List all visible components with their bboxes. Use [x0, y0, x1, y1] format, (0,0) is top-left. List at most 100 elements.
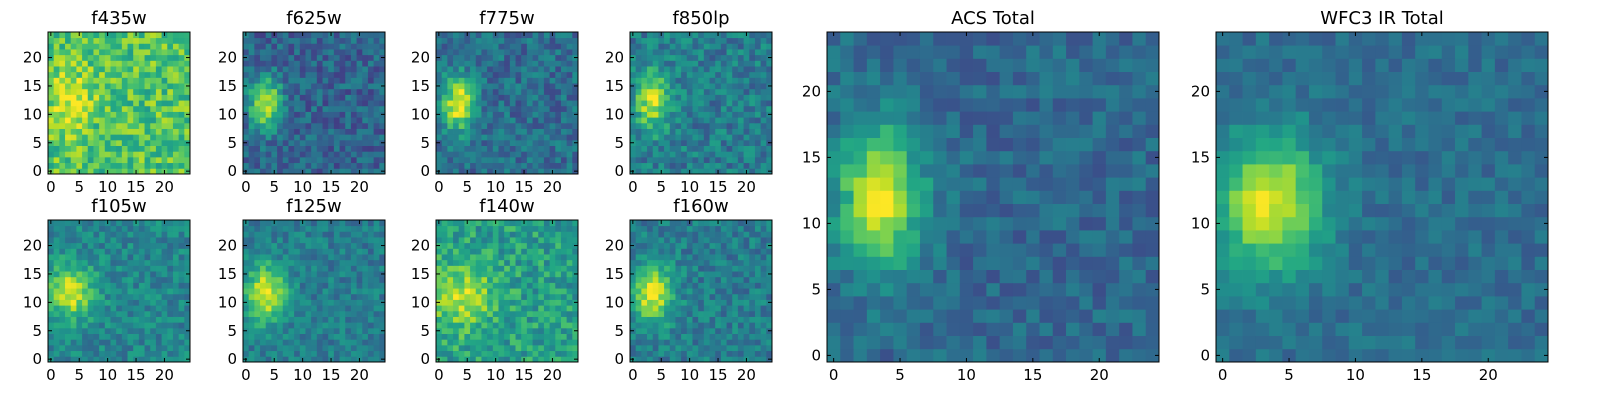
heatmap-cell — [127, 242, 134, 249]
heatmap-cell — [172, 139, 180, 146]
heatmap-cell — [669, 37, 676, 44]
heatmap-cell — [87, 117, 94, 124]
x-tick-label: 20 — [350, 178, 369, 196]
heatmap-cell — [720, 60, 727, 67]
heatmap-cell — [720, 77, 727, 84]
heatmap-cell — [133, 105, 140, 112]
heatmap-cell — [367, 254, 375, 261]
heatmap-cell — [675, 350, 682, 357]
heatmap-cell — [70, 66, 77, 73]
heatmap-cell — [549, 237, 556, 244]
heatmap-cell — [754, 100, 762, 107]
heatmap-cell — [316, 310, 323, 317]
heatmap-cell — [515, 139, 522, 146]
heatmap-cell — [373, 231, 380, 238]
heatmap-cell — [254, 350, 261, 357]
heatmap-cell — [470, 162, 477, 169]
heatmap-cell — [498, 316, 505, 323]
heatmap-cell — [543, 43, 550, 50]
heatmap-cell — [104, 83, 111, 90]
heatmap-cell — [260, 305, 267, 312]
heatmap-cell — [447, 111, 454, 118]
heatmap-cell — [555, 293, 562, 300]
heatmap-cell — [726, 83, 733, 90]
heatmap-cell — [184, 117, 191, 124]
heatmap-cell — [127, 305, 134, 312]
heatmap-cell — [121, 242, 128, 249]
heatmap-cell — [572, 339, 579, 346]
heatmap-cell — [504, 322, 511, 329]
heatmap-cell — [470, 327, 477, 334]
heatmap-cell — [350, 220, 357, 227]
heatmap-cell — [555, 128, 562, 135]
heatmap-cell — [458, 122, 465, 129]
heatmap-cell — [686, 105, 693, 112]
heatmap-cell — [161, 242, 168, 249]
heatmap-cell — [367, 134, 375, 141]
heatmap-cell — [698, 145, 705, 152]
heatmap-cell — [339, 271, 346, 278]
heatmap-cell — [635, 54, 642, 61]
heatmap-cell — [155, 105, 162, 112]
heatmap-cell — [572, 145, 579, 152]
heatmap-cell — [543, 134, 550, 141]
heatmap-cell — [133, 128, 140, 135]
heatmap-cell — [498, 231, 505, 238]
heatmap-cell — [526, 105, 533, 112]
heatmap-cell — [436, 156, 443, 164]
heatmap-cell — [345, 32, 352, 39]
heatmap-cell — [635, 288, 642, 295]
heatmap-cell — [248, 43, 255, 50]
heatmap-cell — [726, 37, 733, 44]
heatmap-cell — [436, 122, 443, 129]
heatmap-cell — [155, 37, 162, 44]
heatmap-cell — [184, 333, 191, 340]
heatmap-cell — [647, 276, 654, 283]
heatmap-cell — [732, 310, 739, 317]
heatmap-cell — [316, 248, 323, 255]
heatmap-cell — [641, 88, 648, 95]
heatmap-cell — [138, 77, 145, 84]
heatmap-cell — [93, 248, 100, 255]
heatmap-cell — [543, 100, 550, 107]
heatmap-cell — [641, 293, 648, 300]
heatmap-cell — [470, 66, 477, 73]
heatmap-cell — [572, 88, 579, 95]
heatmap-cell — [70, 105, 77, 112]
heatmap-cell — [481, 254, 488, 261]
heatmap-cell — [737, 134, 744, 141]
heatmap-cell — [93, 288, 100, 295]
heatmap-cell — [82, 162, 89, 169]
heatmap-cell — [260, 151, 267, 158]
heatmap-cell — [254, 344, 261, 352]
heatmap-cell — [453, 94, 460, 101]
heatmap-cell — [720, 282, 727, 289]
heatmap-cell — [635, 117, 642, 124]
heatmap-cell — [538, 83, 545, 90]
x-tick-label: 5 — [462, 366, 472, 384]
heatmap-cell — [492, 37, 499, 44]
heatmap-cell — [133, 225, 140, 232]
heatmap-cell — [116, 145, 123, 152]
heatmap-cell — [116, 288, 123, 295]
heatmap-cell — [373, 37, 380, 44]
heatmap-cell — [316, 356, 323, 363]
heatmap-cell — [116, 66, 123, 73]
heatmap-cell — [470, 333, 477, 340]
heatmap-cell — [356, 248, 363, 255]
heatmap-cell — [70, 254, 77, 261]
heatmap-cell — [458, 71, 465, 78]
heatmap-cell — [328, 242, 335, 249]
heatmap-cell — [362, 32, 369, 39]
heatmap-cell — [87, 77, 94, 84]
heatmap-cell — [458, 350, 465, 357]
heatmap-cell — [532, 344, 539, 352]
heatmap-cell — [70, 117, 77, 124]
heatmap-cell — [560, 151, 568, 158]
heatmap-cell — [555, 134, 562, 141]
heatmap-cell — [560, 259, 568, 266]
heatmap-cell — [288, 259, 295, 266]
heatmap-cell — [178, 231, 185, 238]
heatmap-cell — [703, 139, 710, 146]
heatmap-cell — [248, 310, 255, 317]
